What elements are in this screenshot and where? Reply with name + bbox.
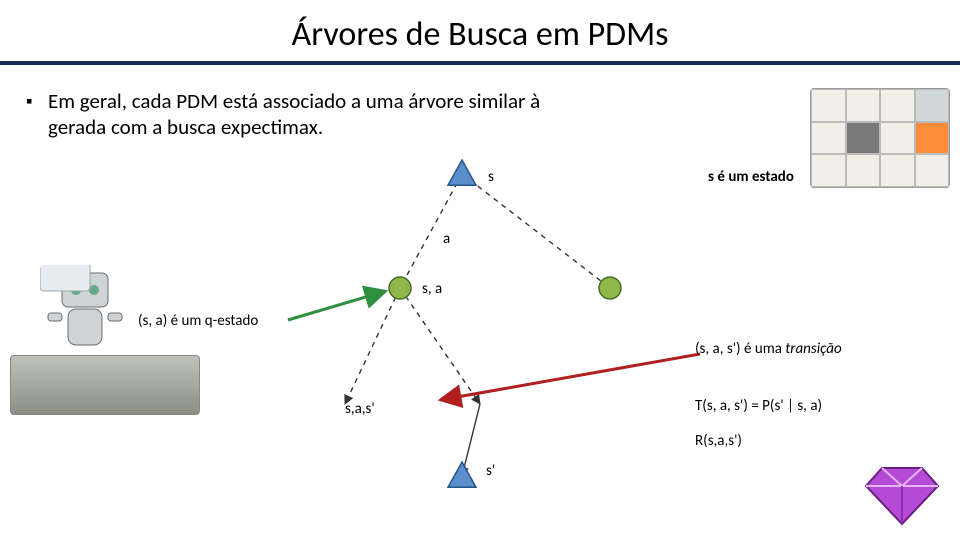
robot-illustration xyxy=(40,265,130,360)
label-sa: s, a xyxy=(422,280,442,298)
tree-diagram xyxy=(0,0,960,540)
title-underline xyxy=(0,61,960,65)
cliff-illustration xyxy=(10,355,200,415)
gridworld-illustration xyxy=(810,88,950,188)
label-t-func: T(s, a, s') = P(s' | s, a) xyxy=(695,397,822,415)
label-transition-em: transição xyxy=(785,340,841,358)
gem-illustration xyxy=(862,458,942,528)
bullet-main: Em geral, cada PDM está associado a uma … xyxy=(48,88,548,141)
label-s-state: s é um estado xyxy=(708,168,794,186)
label-a: a xyxy=(443,230,450,248)
label-transition: (s, a, s') é uma transição xyxy=(695,340,842,358)
label-sas: s,a,s' xyxy=(345,400,375,418)
label-q-state: (s, a) é um q-estado xyxy=(138,312,258,330)
label-sprime: s' xyxy=(486,462,495,480)
slide-title: Árvores de Busca em PDMs xyxy=(0,0,960,61)
label-r-func: R(s,a,s') xyxy=(695,432,742,450)
label-transition-prefix: (s, a, s') é uma xyxy=(695,340,785,358)
label-s: s xyxy=(488,168,494,186)
